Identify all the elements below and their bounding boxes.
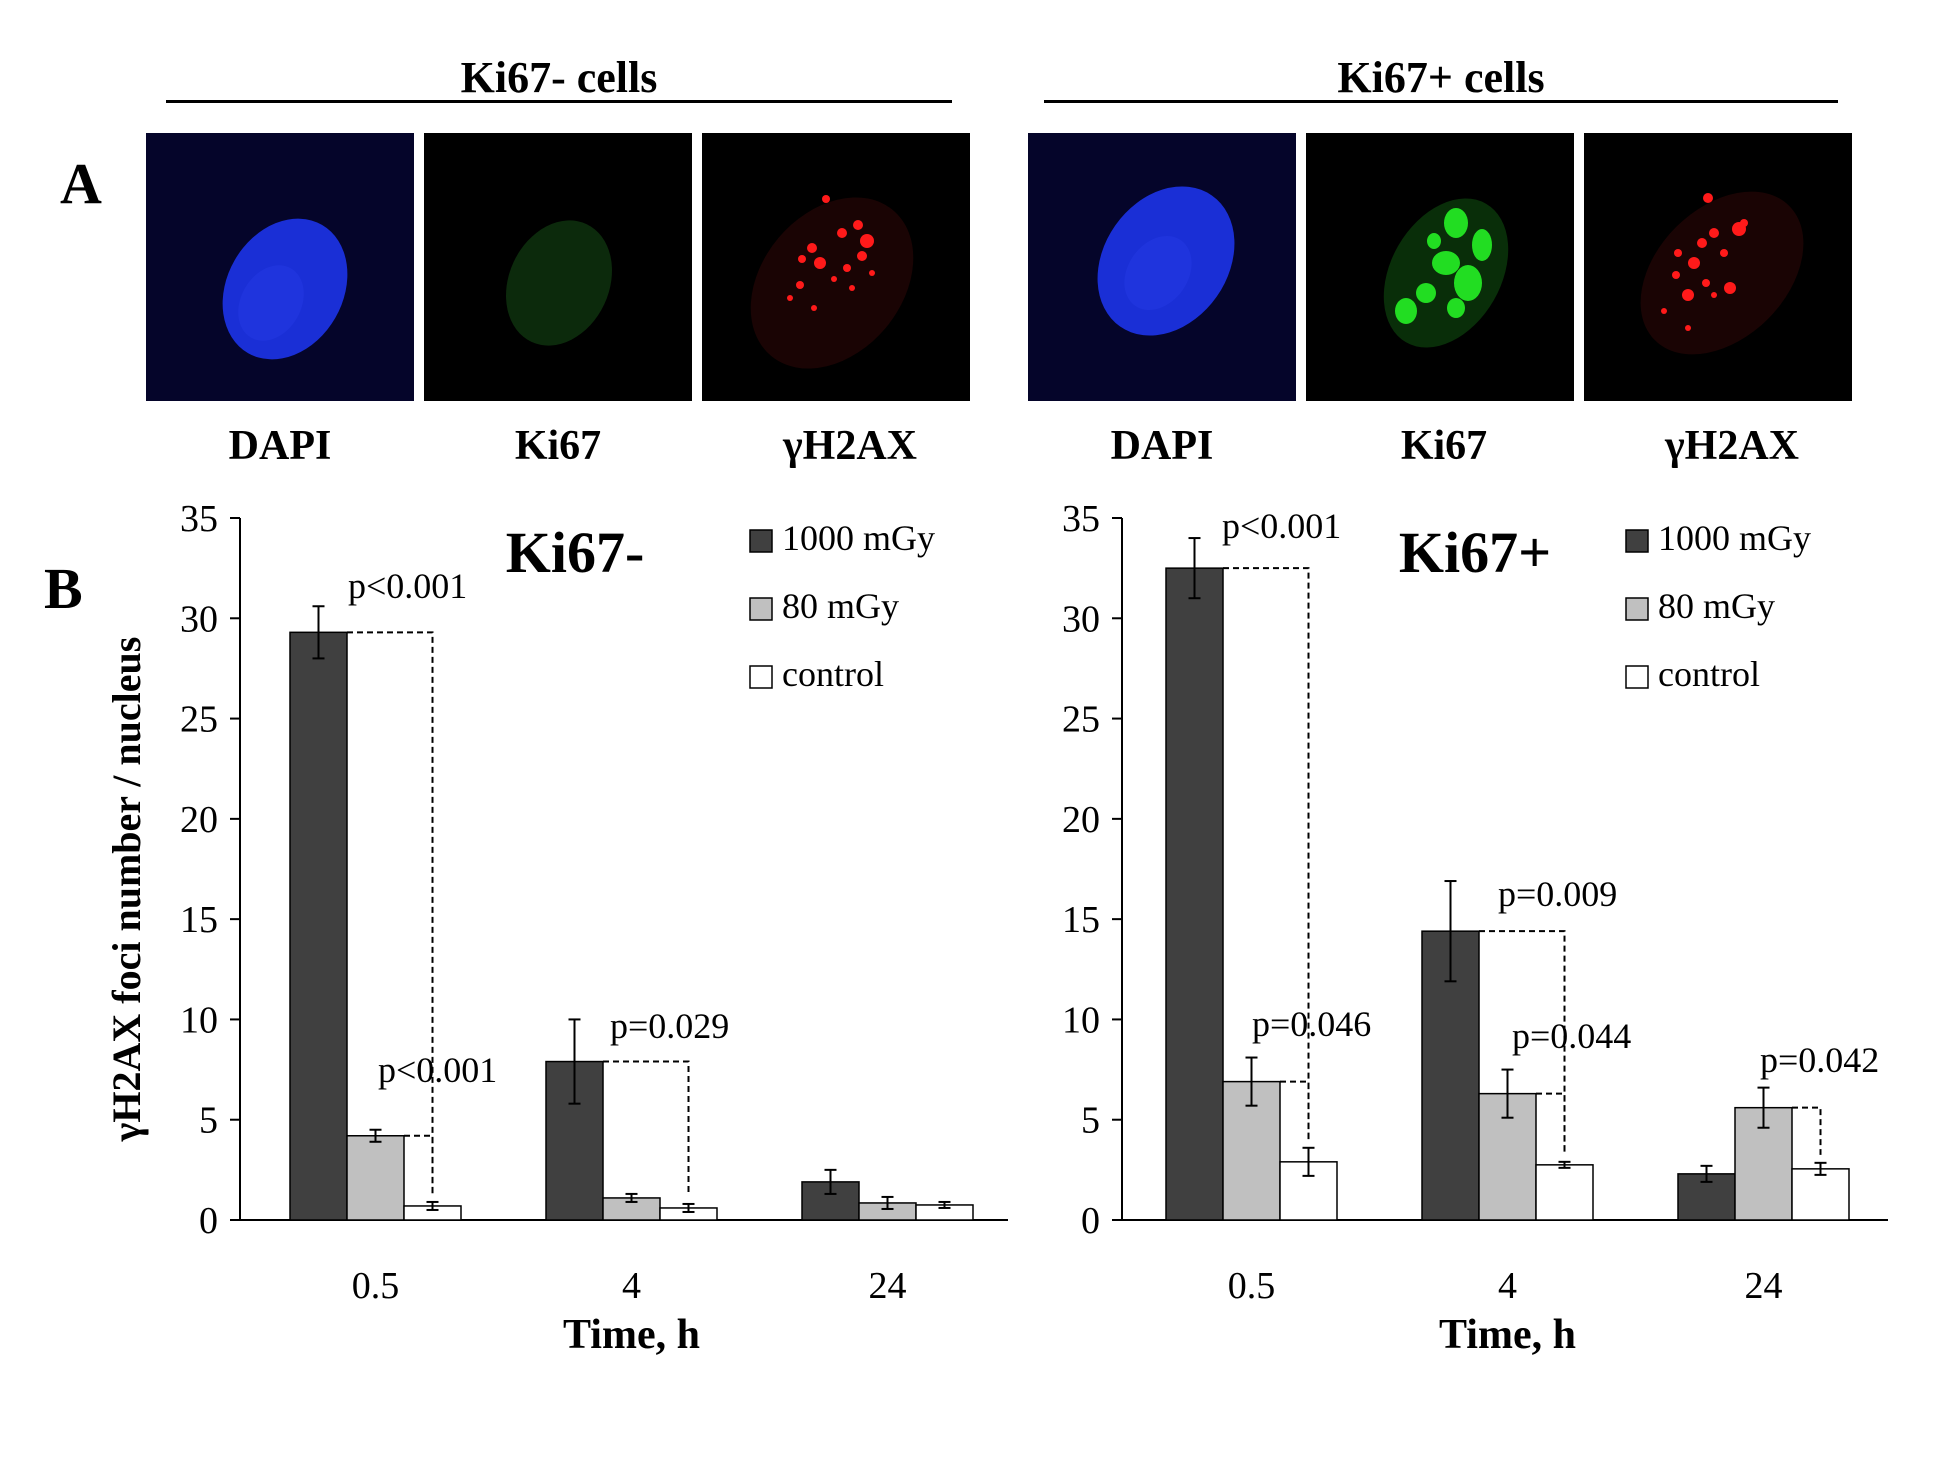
x-axis-label: Time, h <box>1439 1312 1576 1358</box>
y-tick-label: 30 <box>180 598 218 640</box>
bar <box>346 1135 405 1221</box>
y-tick-label: 30 <box>1062 598 1100 640</box>
group-title-ki67-positive: Ki67+ cells <box>1337 53 1545 102</box>
channel-label-dapi: DAPI <box>228 423 332 469</box>
group-title-ki67-negative: Ki67- cells <box>460 53 658 102</box>
dapi-nucleus-image <box>1028 133 1296 401</box>
y-axis-label: γH2AX foci number / nucleus <box>104 637 149 1143</box>
y-tick-label: 5 <box>199 1100 218 1142</box>
legend-swatch <box>1625 597 1649 621</box>
p-value-label: p=0.046 <box>1252 1004 1371 1044</box>
significance-bracket <box>603 1060 690 1196</box>
significance-bracket <box>1223 567 1310 1140</box>
chart-title: Ki67+ <box>1399 520 1551 585</box>
channel-label-ki67: Ki67 <box>514 423 602 469</box>
bar <box>1677 1173 1736 1221</box>
y-tick-label: 20 <box>180 799 218 841</box>
y-tick-label: 35 <box>180 498 218 540</box>
x-tick-label: 4 <box>622 1265 641 1307</box>
y-tick-label: 0 <box>1081 1200 1100 1242</box>
y-tick-label: 25 <box>1062 699 1100 741</box>
legend-swatch <box>1625 665 1649 689</box>
bar <box>1734 1106 1793 1221</box>
bar <box>1165 567 1224 1221</box>
y-tick-label: 35 <box>1062 498 1100 540</box>
significance-bracket <box>347 631 434 1194</box>
bar <box>1535 1164 1594 1221</box>
y-tick-label: 10 <box>180 999 218 1041</box>
y-tick-label: 25 <box>180 699 218 741</box>
x-axis-label: Time, h <box>563 1312 700 1358</box>
p-value-label: p<0.001 <box>378 1050 497 1090</box>
legend-label: 80 mGy <box>1658 586 1775 626</box>
bar <box>289 631 348 1221</box>
significance-bracket <box>1792 1106 1822 1155</box>
gh2ax-foci-image <box>1584 133 1852 401</box>
y-tick-label: 5 <box>1081 1100 1100 1142</box>
x-tick-label: 24 <box>869 1265 907 1307</box>
p-value-label: p=0.009 <box>1498 874 1617 914</box>
significance-bracket <box>1479 930 1566 1154</box>
x-tick-label: 0.5 <box>1228 1265 1276 1307</box>
y-tick-label: 20 <box>1062 799 1100 841</box>
p-value-label: p=0.042 <box>1760 1040 1879 1080</box>
panel-label-b: B <box>44 556 83 621</box>
ki67-stain-image <box>1306 133 1574 401</box>
p-value-label: p<0.001 <box>348 566 467 606</box>
legend-swatch <box>749 665 773 689</box>
significance-bracket <box>1536 1092 1566 1154</box>
y-tick-label: 15 <box>180 899 218 941</box>
y-tick-label: 15 <box>1062 899 1100 941</box>
legend-swatch <box>749 529 773 553</box>
p-value-label: p=0.044 <box>1512 1016 1631 1056</box>
group-divider-ki67-positive <box>1044 100 1838 103</box>
legend-label: 1000 mGy <box>1658 518 1811 558</box>
y-tick-label: 0 <box>199 1200 218 1242</box>
x-tick-label: 24 <box>1745 1265 1783 1307</box>
channel-label-dapi: DAPI <box>1110 423 1214 469</box>
y-tick-label: 10 <box>1062 999 1100 1041</box>
legend-label: control <box>782 654 884 694</box>
p-value-label: p=0.029 <box>610 1006 729 1046</box>
ki67-stain-image <box>424 133 692 401</box>
chart-title: Ki67- <box>506 520 645 585</box>
x-tick-label: 4 <box>1498 1265 1517 1307</box>
x-tick-label: 0.5 <box>352 1265 400 1307</box>
legend-label: 80 mGy <box>782 586 899 626</box>
legend-swatch <box>749 597 773 621</box>
group-divider-ki67-negative <box>166 100 952 103</box>
channel-label-gh2ax: γH2AX <box>1665 423 1799 469</box>
p-value-label: p<0.001 <box>1222 506 1341 546</box>
panel-label-a: A <box>60 151 102 216</box>
channel-label-gh2ax: γH2AX <box>783 423 917 469</box>
significance-bracket <box>1280 1080 1310 1140</box>
bar <box>1791 1168 1850 1221</box>
legend-swatch <box>1625 529 1649 553</box>
gh2ax-foci-image <box>702 133 970 401</box>
dapi-nucleus-image <box>146 133 414 401</box>
channel-label-ki67: Ki67 <box>1400 423 1488 469</box>
legend-label: control <box>1658 654 1760 694</box>
significance-bracket <box>404 1134 434 1194</box>
legend-label: 1000 mGy <box>782 518 935 558</box>
